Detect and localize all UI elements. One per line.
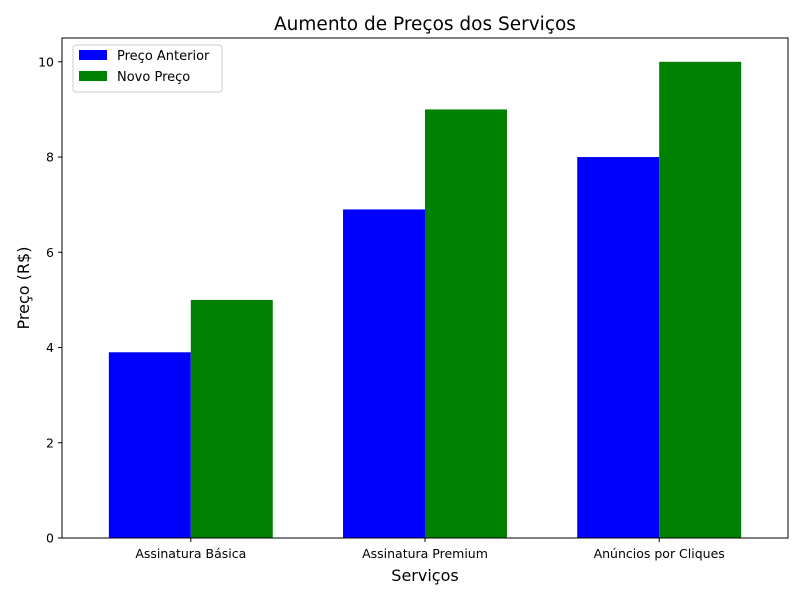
- y-tick-label: 0: [46, 531, 54, 546]
- x-tick-label: Assinatura Básica: [135, 546, 246, 561]
- y-axis-label: Preço (R$): [14, 247, 33, 330]
- legend-items: Preço Anterior Novo Preço: [79, 49, 210, 85]
- legend-swatch-preco-anterior: [79, 50, 107, 60]
- bar-preco-anterior-assinatura-premium: [343, 209, 425, 538]
- bar-preco-anterior-assinatura-basica: [108, 352, 191, 538]
- legend-label-preco-anterior: Preço Anterior: [117, 49, 210, 64]
- bar-preco-anterior-anuncios-por-cliques: [577, 157, 660, 539]
- y-tick-label: 8: [46, 150, 54, 165]
- bar-novo-preco-assinatura-premium: [425, 109, 507, 538]
- y-tick-label: 4: [46, 340, 54, 355]
- legend-swatch-novo-preco: [79, 71, 107, 81]
- x-tick-label: Assinatura Premium: [362, 546, 488, 561]
- bar-novo-preco-assinatura-basica: [190, 299, 273, 538]
- y-tick-label: 2: [46, 435, 54, 450]
- chart-title: Aumento de Preços dos Serviços: [274, 14, 576, 35]
- y-tick-label: 6: [46, 245, 54, 260]
- bars-layer: [108, 61, 742, 539]
- legend: Preço Anterior Novo Preço: [72, 44, 223, 93]
- x-axis-label: Serviços: [391, 566, 458, 585]
- y-axis: 0 2 4 6 8 10: [38, 54, 62, 546]
- y-tick-label: 10: [38, 54, 54, 69]
- x-tick-label: Anúncios por Cliques: [594, 546, 725, 561]
- legend-box: [72, 44, 223, 93]
- legend-label-novo-preco: Novo Preço: [117, 70, 190, 85]
- x-axis: Assinatura Básica Assinatura Premium Anúnc…: [135, 538, 725, 561]
- bar-novo-preco-anuncios-por-cliques: [659, 61, 742, 539]
